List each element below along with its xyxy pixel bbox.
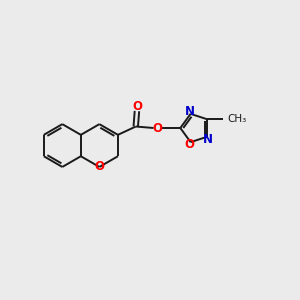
Text: O: O <box>94 160 104 173</box>
Text: N: N <box>185 105 195 118</box>
Text: O: O <box>132 100 142 113</box>
Text: CH₃: CH₃ <box>228 114 247 124</box>
Text: N: N <box>203 133 213 146</box>
Text: O: O <box>153 122 163 134</box>
Text: O: O <box>184 138 194 151</box>
